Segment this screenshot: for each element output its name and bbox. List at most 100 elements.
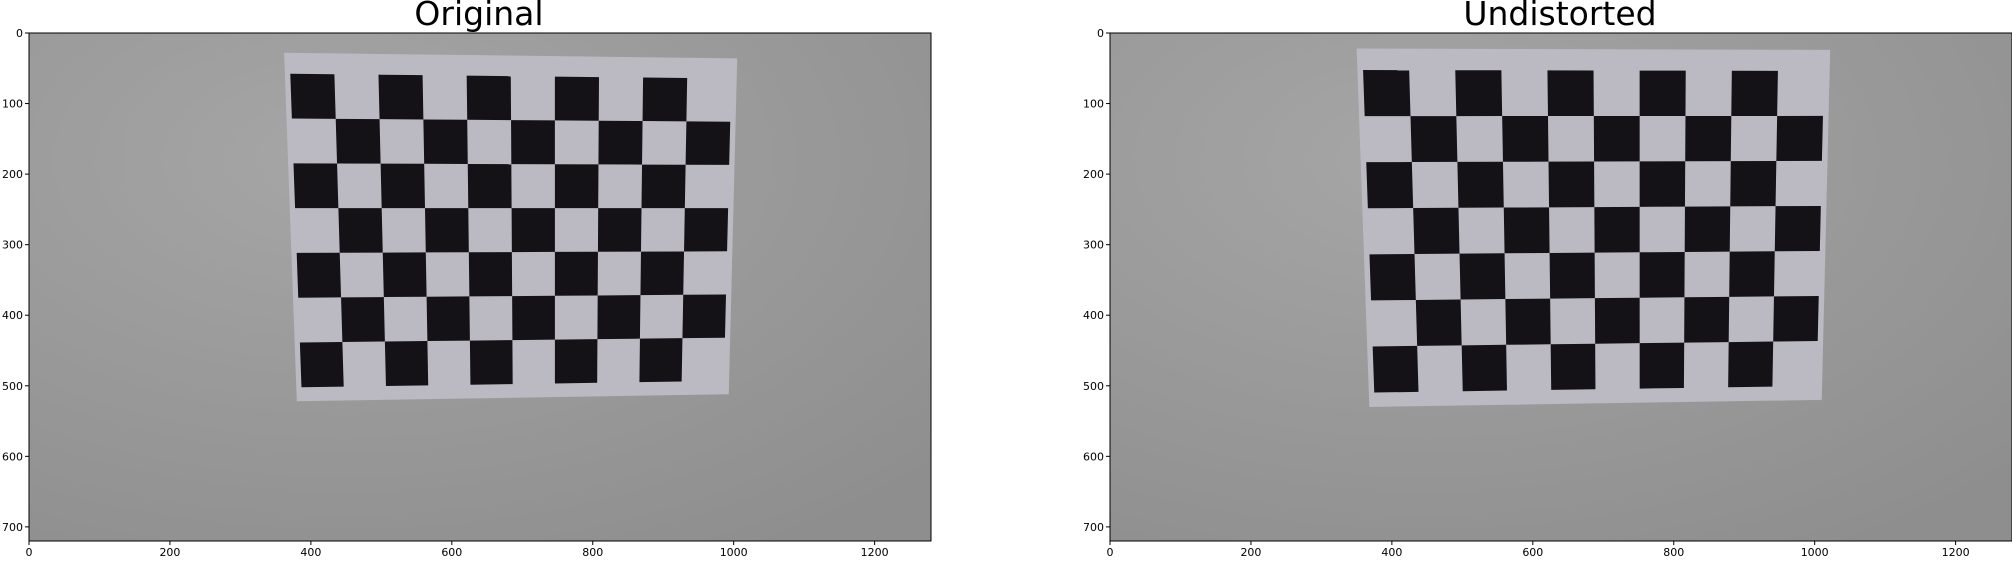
checker-square (1594, 206, 1640, 253)
checker-square (554, 76, 599, 121)
checker-square (598, 120, 643, 165)
checker-square (1731, 70, 1778, 116)
checker-square (1369, 253, 1416, 301)
checker-square (684, 208, 729, 252)
panel-undistorted: Undistorted 0 200 400 600 800 1000 1200 0 100 200… (1083, 0, 2012, 559)
checker-square (1684, 296, 1730, 343)
x-tick-label: 1200 (1942, 546, 1970, 558)
y-tick-label: 400 (1083, 309, 1104, 322)
x-tick-label: 800 (1663, 546, 1684, 558)
checker-square (1457, 161, 1504, 208)
panel-title: Undistorted (1463, 0, 1656, 33)
checker-square (1505, 298, 1551, 345)
checker-square (467, 163, 512, 209)
checker-square (1685, 115, 1732, 162)
checkerboard (1363, 70, 1823, 393)
checker-square (424, 208, 469, 253)
checker-square (1684, 206, 1731, 252)
x-tick-label: 600 (441, 546, 462, 558)
x-tick-label: 400 (300, 546, 321, 558)
checker-square (1774, 205, 1821, 252)
checker-square (468, 252, 513, 297)
x-tick-label: 200 (1240, 546, 1261, 558)
axis-ticks: 0 200 400 600 800 1000 1200 0 100 200 300 400 500 600… (1083, 27, 1970, 559)
x-tick-label: 1000 (1801, 546, 1829, 558)
y-tick-label: 200 (1083, 168, 1104, 181)
checker-square (1547, 70, 1594, 117)
checker-square (1729, 251, 1775, 297)
checker-square (1503, 207, 1550, 254)
checker-square (384, 341, 429, 387)
y-tick-label: 600 (2, 450, 23, 463)
checker-square (1415, 299, 1462, 346)
checker-square (426, 296, 470, 342)
checker-square (512, 295, 555, 341)
checker-square (1639, 161, 1686, 207)
checker-square (554, 339, 598, 384)
y-tick-label: 0 (16, 27, 23, 40)
checker-square (1639, 70, 1686, 116)
y-tick-label: 500 (1083, 380, 1104, 393)
x-tick-label: 200 (159, 546, 180, 558)
checker-square (423, 119, 468, 164)
checker-square (1730, 161, 1777, 207)
x-tick-label: 1000 (720, 546, 748, 558)
y-tick-label: 700 (2, 521, 23, 534)
x-tick-label: 400 (1381, 546, 1402, 558)
checker-square (1728, 341, 1774, 388)
checker-square (382, 252, 427, 298)
panel-title: Original (414, 0, 543, 33)
image-area (1109, 32, 2012, 542)
checker-square (466, 75, 512, 121)
checker-square (338, 208, 383, 253)
checker-square (1549, 252, 1595, 299)
checker-square (296, 252, 342, 298)
checker-square (1410, 116, 1458, 163)
y-tick-label: 100 (1083, 98, 1104, 111)
checker-square (641, 164, 686, 209)
axes-frame (1109, 32, 2012, 542)
checker-square (1639, 251, 1685, 298)
checker-square (1594, 297, 1640, 344)
checker-square (554, 164, 599, 209)
checkerboard (290, 73, 731, 388)
checker-square (1363, 70, 1411, 117)
checker-square (335, 118, 381, 164)
y-tick-label: 300 (2, 239, 23, 252)
checker-square (1639, 342, 1685, 389)
checker-square (1548, 161, 1595, 208)
checker-square (1550, 343, 1596, 390)
checker-square (685, 121, 731, 165)
checker-square (1593, 115, 1640, 162)
checker-square (511, 120, 555, 165)
y-tick-label: 500 (2, 380, 23, 393)
x-tick-label: 0 (1107, 546, 1114, 558)
checker-square (1773, 295, 1819, 342)
checker-square (1459, 253, 1506, 300)
checker-square (1461, 344, 1507, 392)
checker-square (597, 295, 641, 340)
checker-square (1366, 162, 1414, 209)
y-tick-label: 0 (1097, 27, 1104, 40)
checker-square (378, 74, 424, 120)
axes-frame (28, 32, 932, 542)
checker-square (380, 163, 425, 209)
x-tick-label: 1200 (861, 546, 889, 558)
checker-square (293, 163, 339, 209)
image-area (28, 32, 932, 542)
checker-square (1413, 207, 1460, 254)
checker-square (682, 294, 727, 339)
y-tick-label: 600 (1083, 450, 1104, 463)
checker-square (1502, 116, 1549, 162)
x-tick-label: 600 (1522, 546, 1543, 558)
y-tick-label: 700 (1083, 521, 1104, 534)
checker-square (299, 342, 344, 388)
y-tick-label: 300 (1083, 239, 1104, 252)
checker-square (640, 251, 685, 296)
checker-square (290, 73, 336, 119)
axis-ticks: 0 200 400 600 800 1000 1200 0 100 200 300 400 500 600… (2, 27, 889, 559)
checker-square (1776, 115, 1823, 162)
checker-square (642, 77, 688, 122)
